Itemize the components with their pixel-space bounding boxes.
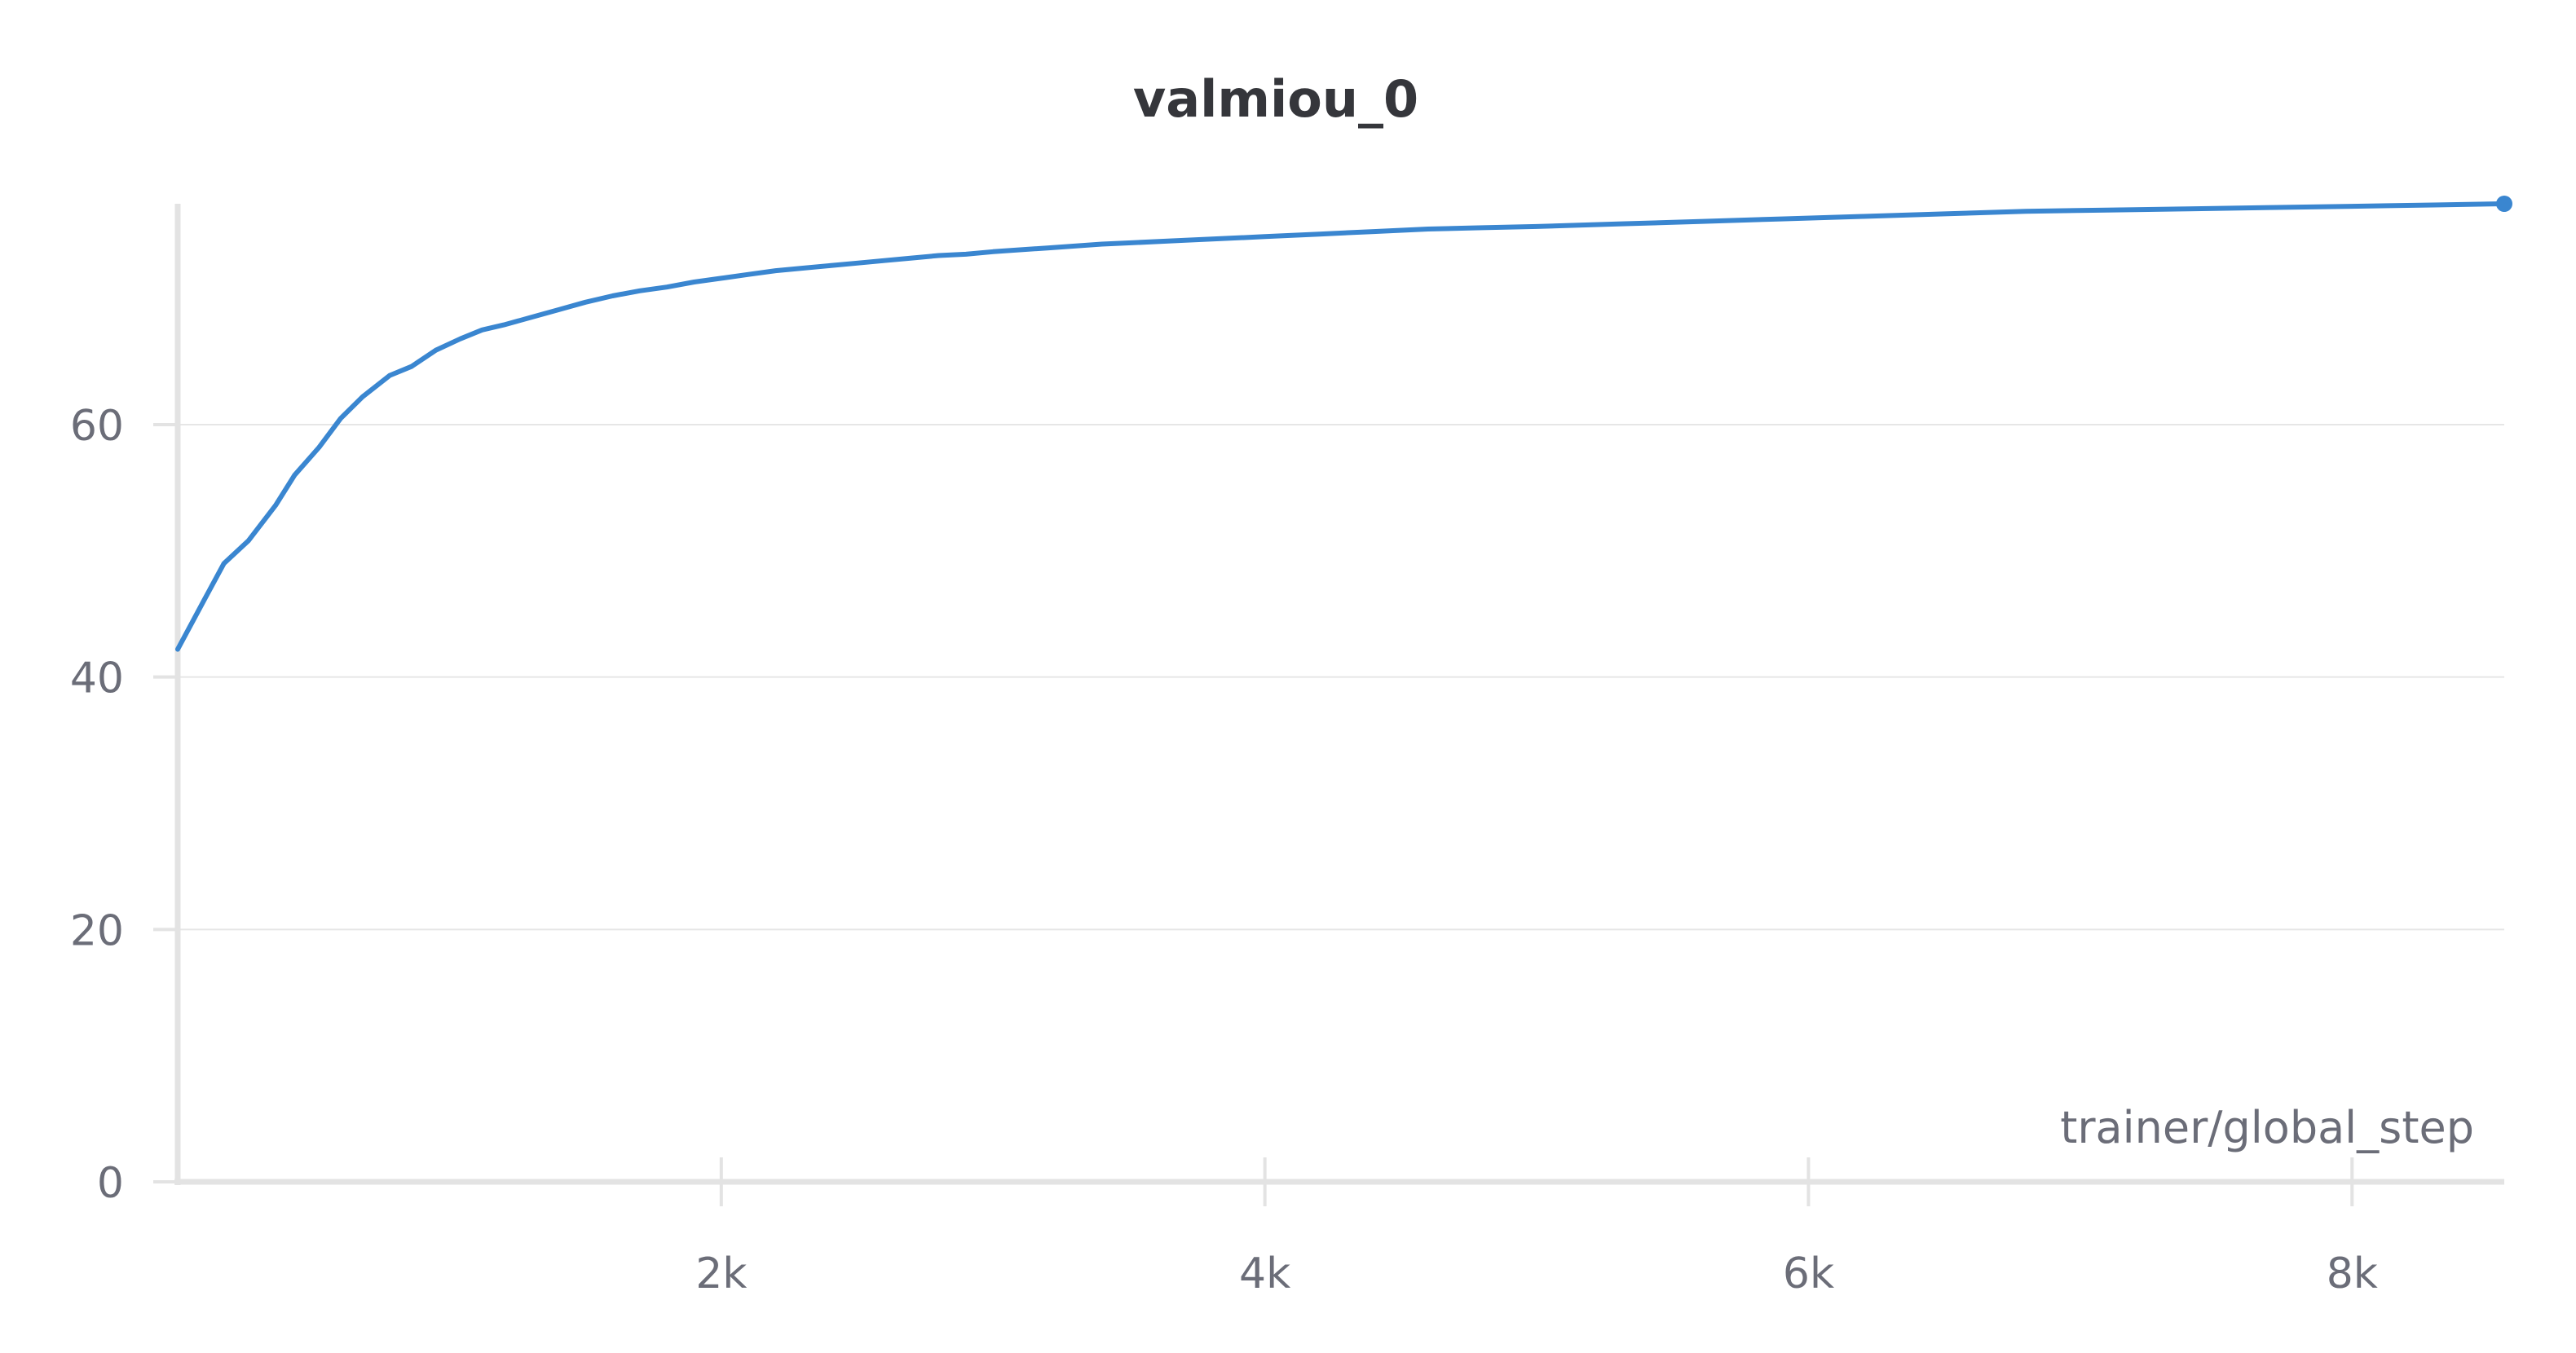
y-tick-label: 60 (70, 402, 124, 451)
x-tick-label: 6k (1783, 1249, 1834, 1298)
x-axis-label: trainer/global_step (2060, 1102, 2474, 1153)
x-tick-label: 8k (2327, 1249, 2378, 1298)
series-end-point (2496, 196, 2512, 212)
axes: 0 20 40 60 2k 4k 6k 8k (70, 204, 2504, 1298)
x-tick-label: 4k (1239, 1249, 1290, 1298)
y-tick-label: 0 (97, 1159, 124, 1208)
grid-lines (178, 423, 2504, 931)
series-line (175, 201, 2507, 652)
y-tick-label: 40 (70, 654, 124, 703)
y-tick-label: 20 (70, 906, 124, 955)
chart-title: valmiou_0 (1133, 69, 1418, 129)
plot-area (175, 196, 2512, 652)
x-tick-label: 2k (695, 1249, 747, 1298)
